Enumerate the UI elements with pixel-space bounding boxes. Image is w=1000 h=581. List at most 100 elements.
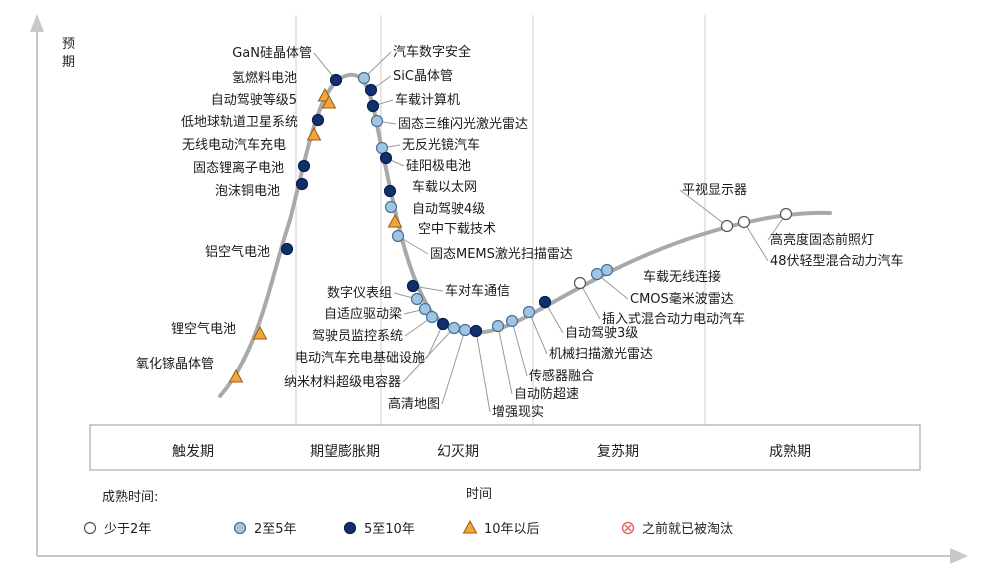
- tech-label: 车载以太网: [412, 179, 477, 195]
- x-axis-arrow: [950, 548, 968, 564]
- phase-label: 期望膨胀期: [310, 443, 380, 460]
- tech-label: CMOS毫米波雷达: [630, 291, 734, 307]
- tech-marker: [410, 292, 424, 306]
- tech-marker: [538, 295, 552, 309]
- tech-marker: [469, 324, 483, 338]
- tech-marker: [447, 321, 461, 335]
- tech-marker: [387, 213, 403, 228]
- phase-label: 成熟期: [769, 444, 811, 460]
- legend-marker-y2to5: [233, 521, 247, 535]
- leader-line: [579, 282, 601, 320]
- tech-marker: [329, 73, 343, 87]
- leader-line: [402, 327, 455, 383]
- tech-label: 数字仪表组: [327, 286, 392, 301]
- tech-label: 自动驾驶4级: [412, 202, 485, 217]
- tech-marker: [406, 279, 420, 293]
- tech-marker: [364, 83, 378, 97]
- tech-marker: [600, 263, 614, 277]
- tech-label: GaN硅晶体管: [232, 46, 312, 61]
- legend-label: 之前就已被淘汰: [642, 521, 733, 537]
- leader-line: [679, 189, 728, 227]
- tech-label: 铝空气电池: [205, 244, 270, 260]
- tech-label: 增强现实: [492, 405, 544, 420]
- tech-marker: [370, 114, 384, 128]
- tech-marker: [391, 229, 405, 243]
- phase-label: 幻灭期: [437, 444, 479, 460]
- tech-marker: [590, 267, 604, 281]
- hype-curve: [218, 72, 832, 398]
- tech-label: 纳米材料超级电容器: [284, 374, 401, 390]
- tech-label: 固态锂离子电池: [193, 160, 284, 176]
- tech-label: 高亮度固态前照灯: [770, 232, 874, 248]
- tech-label: 无反光镜汽车: [402, 137, 480, 153]
- tech-marker: [383, 184, 397, 198]
- tech-label: 自动驾驶等级5: [211, 92, 297, 108]
- legend-marker-gt10: [462, 519, 478, 534]
- tech-marker: [779, 207, 793, 221]
- tech-label: 固态MEMS激光扫描雷达: [430, 247, 573, 262]
- tech-marker: [311, 113, 325, 127]
- tech-marker: [418, 302, 432, 316]
- tech-marker: [491, 319, 505, 333]
- y-axis-label-1: 预: [62, 37, 75, 52]
- leader-line: [363, 51, 392, 79]
- leader-line: [743, 221, 769, 262]
- tech-label: 固态三维闪光激光雷达: [398, 117, 528, 132]
- tech-label: 机械扫描激光雷达: [549, 347, 653, 362]
- tech-label: 车载计算机: [395, 92, 460, 108]
- tech-marker: [379, 151, 393, 165]
- legend-label: 10年以后: [484, 522, 540, 537]
- phase-label: 复苏期: [597, 443, 639, 460]
- tech-marker: [522, 305, 536, 319]
- tech-marker: [297, 159, 311, 173]
- leader-line: [528, 311, 548, 355]
- tech-marker: [375, 141, 389, 155]
- leader-line: [475, 330, 491, 413]
- tech-marker: [321, 94, 337, 109]
- legend-label: 5至10年: [364, 522, 415, 537]
- tech-marker: [295, 177, 309, 191]
- tech-marker: [366, 99, 380, 113]
- legend-marker-y5to10: [343, 521, 357, 535]
- legend-label: 少于2年: [104, 522, 151, 537]
- tech-label: 氧化镓晶体管: [136, 357, 214, 372]
- tech-marker: [384, 200, 398, 214]
- tech-marker: [720, 219, 734, 233]
- leader-line: [511, 320, 528, 377]
- tech-marker: [425, 310, 439, 324]
- tech-label: 无线电动汽车充电: [182, 137, 286, 153]
- phase-label: 触发期: [172, 444, 214, 460]
- tech-marker: [458, 323, 472, 337]
- tech-label: 车载无线连接: [643, 269, 721, 285]
- tech-label: 插入式混合动力电动汽车: [602, 311, 745, 327]
- tech-label: 汽车数字安全: [393, 44, 471, 60]
- tech-label: 空中下载技术: [418, 222, 496, 237]
- tech-marker: [306, 126, 322, 141]
- tech-marker: [436, 317, 450, 331]
- tech-label: 驾驶员监控系统: [312, 329, 403, 344]
- leader-line: [596, 273, 629, 300]
- tech-label: 氢燃料电池: [232, 70, 297, 86]
- y-axis-label-2: 期: [62, 55, 75, 70]
- tech-label: SiC晶体管: [393, 69, 453, 84]
- leader-line: [426, 323, 444, 359]
- tech-label: 平视显示器: [682, 183, 747, 198]
- phase-band: [89, 424, 921, 471]
- tech-label: 自动防超速: [514, 386, 579, 402]
- legend-label: 2至5年: [254, 522, 297, 537]
- tech-label: 车对车通信: [445, 283, 510, 299]
- tech-marker: [228, 368, 244, 383]
- y-axis-arrow: [30, 14, 44, 32]
- tech-label: 传感器融合: [529, 368, 594, 384]
- legend-title: 成熟时间:: [102, 489, 158, 505]
- leader-line: [441, 329, 466, 405]
- tech-marker: [573, 276, 587, 290]
- tech-label: 48伏轻型混合动力汽车: [770, 253, 904, 269]
- tech-marker: [280, 242, 294, 256]
- tech-label: 泡沫铜电池: [215, 184, 280, 199]
- tech-label: 低地球轨道卫星系统: [181, 115, 298, 130]
- tech-marker: [357, 71, 371, 85]
- legend-marker-lt2: [83, 521, 97, 535]
- tech-label: 自适应驱动梁: [324, 306, 402, 322]
